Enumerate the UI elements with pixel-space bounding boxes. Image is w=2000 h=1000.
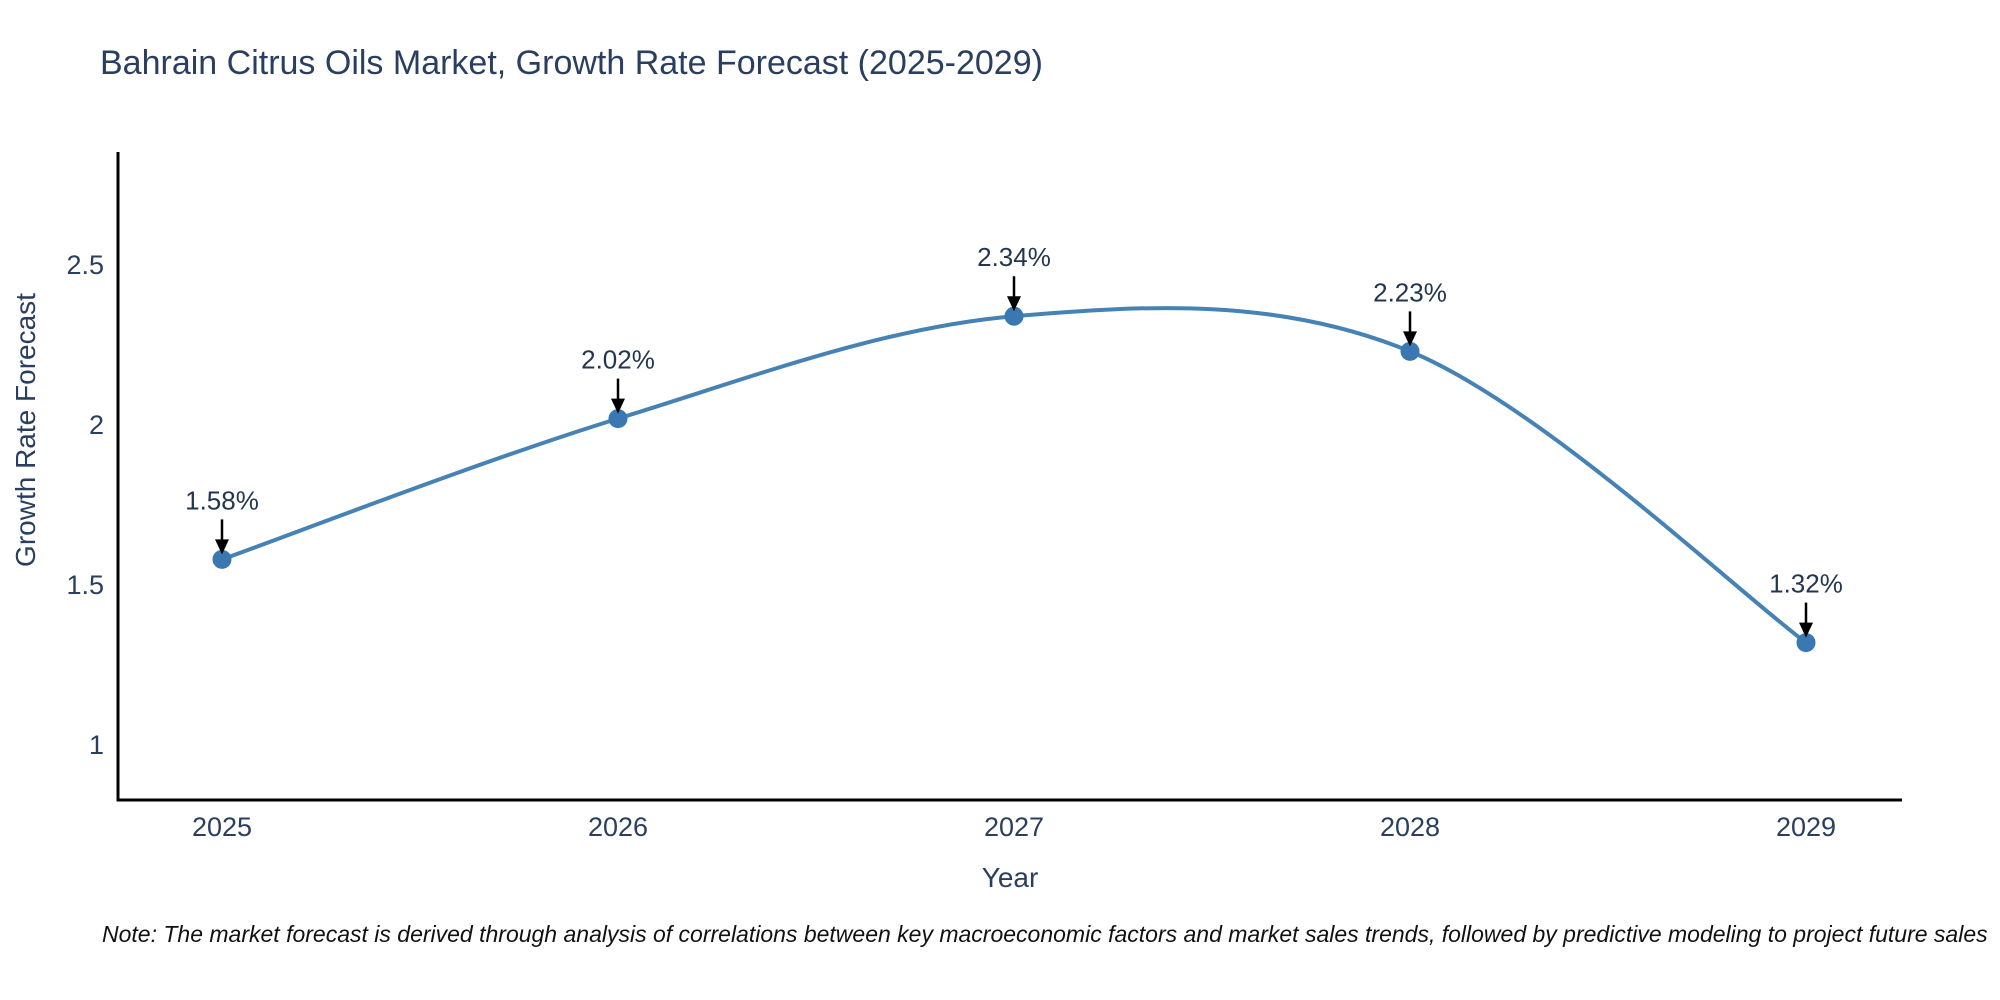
axis-spines xyxy=(116,152,1902,802)
point-annotations: 1.58% 2.02% 2.34% 2.23% 1.32% xyxy=(185,242,1843,638)
y-axis-title: Growth Rate Forecast xyxy=(10,293,41,567)
data-point-marker xyxy=(1400,341,1420,361)
chart-title: Bahrain Citrus Oils Market, Growth Rate … xyxy=(100,44,1043,82)
line-series xyxy=(212,306,1816,653)
data-label: 2.02% xyxy=(581,345,655,375)
y-tick-label: 1 xyxy=(89,730,104,760)
data-label: 2.23% xyxy=(1373,277,1447,307)
x-tick-label: 2029 xyxy=(1776,812,1836,842)
data-label: 1.58% xyxy=(185,485,259,515)
y-tick-label: 2 xyxy=(89,410,104,440)
data-point-marker xyxy=(212,549,232,569)
x-tick-label: 2028 xyxy=(1380,812,1440,842)
x-tick-label: 2025 xyxy=(192,812,252,842)
forecast-line xyxy=(220,306,1808,645)
x-tick-label: 2027 xyxy=(984,812,1044,842)
y-tick-label: 2.5 xyxy=(66,250,104,280)
footnote: Note: The market forecast is derived thr… xyxy=(102,921,1988,947)
annotation-arrowhead xyxy=(1799,622,1813,638)
annotation-arrowhead xyxy=(215,539,229,555)
data-point-marker xyxy=(1004,306,1024,326)
data-point-marker xyxy=(608,409,628,429)
data-label: 1.32% xyxy=(1769,569,1843,599)
annotation-arrowhead xyxy=(611,398,625,414)
x-axis-title: Year xyxy=(981,862,1039,893)
x-tick-label: 2026 xyxy=(588,812,648,842)
data-label: 2.34% xyxy=(977,242,1051,272)
annotation-arrowhead xyxy=(1007,296,1021,312)
annotation-arrowhead xyxy=(1403,331,1417,347)
x-axis-tick-labels: 2025 2026 2027 2028 2029 xyxy=(192,812,1836,842)
y-tick-label: 1.5 xyxy=(66,570,104,600)
y-axis-tick-labels: 1 1.5 2 2.5 xyxy=(66,250,104,760)
data-point-marker xyxy=(1796,633,1816,653)
